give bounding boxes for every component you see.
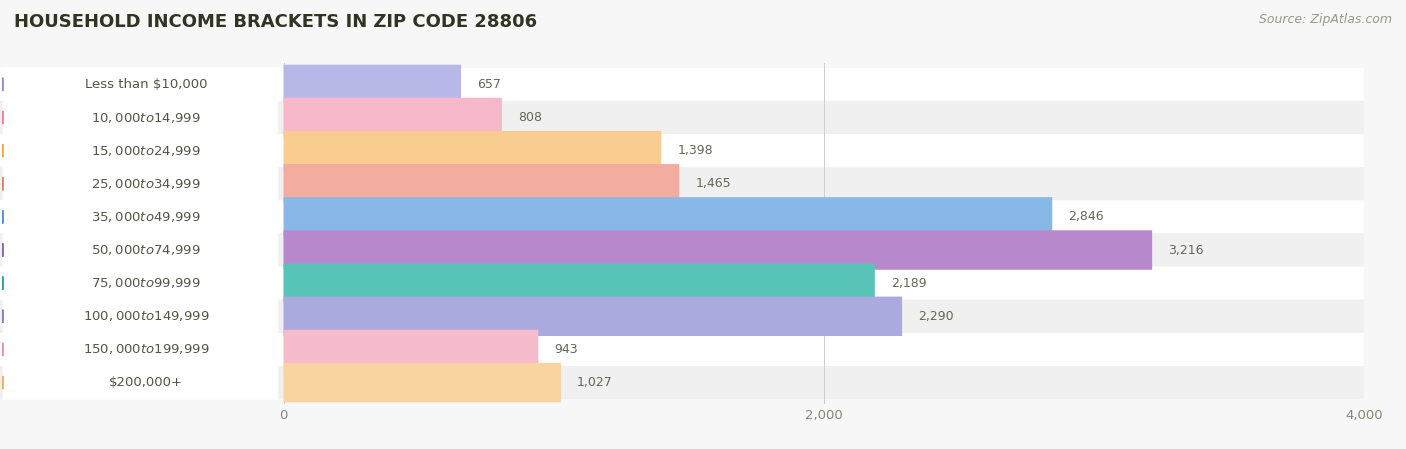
Text: 1,465: 1,465 — [696, 177, 731, 190]
Text: 2,846: 2,846 — [1069, 211, 1104, 224]
FancyBboxPatch shape — [0, 68, 1364, 101]
Text: 1,398: 1,398 — [678, 144, 713, 157]
Text: $200,000+: $200,000+ — [108, 376, 183, 389]
Text: 2,189: 2,189 — [891, 277, 927, 290]
FancyBboxPatch shape — [3, 67, 278, 101]
Text: $15,000 to $24,999: $15,000 to $24,999 — [91, 144, 201, 158]
FancyBboxPatch shape — [284, 363, 561, 402]
Text: 943: 943 — [554, 343, 578, 356]
FancyBboxPatch shape — [284, 330, 538, 369]
FancyBboxPatch shape — [3, 266, 278, 300]
Text: 2,290: 2,290 — [918, 310, 953, 323]
FancyBboxPatch shape — [0, 200, 1364, 233]
Text: $150,000 to $199,999: $150,000 to $199,999 — [83, 343, 209, 357]
Text: 3,216: 3,216 — [1168, 243, 1204, 256]
FancyBboxPatch shape — [284, 264, 875, 303]
FancyBboxPatch shape — [284, 98, 502, 137]
FancyBboxPatch shape — [284, 65, 461, 104]
FancyBboxPatch shape — [284, 197, 1052, 237]
FancyBboxPatch shape — [3, 133, 278, 168]
FancyBboxPatch shape — [3, 101, 278, 135]
Text: 1,027: 1,027 — [576, 376, 613, 389]
FancyBboxPatch shape — [284, 164, 679, 203]
Text: $35,000 to $49,999: $35,000 to $49,999 — [91, 210, 201, 224]
FancyBboxPatch shape — [0, 101, 1364, 134]
Text: $25,000 to $34,999: $25,000 to $34,999 — [91, 177, 201, 191]
FancyBboxPatch shape — [0, 267, 1364, 300]
FancyBboxPatch shape — [284, 297, 903, 336]
FancyBboxPatch shape — [0, 300, 1364, 333]
FancyBboxPatch shape — [3, 332, 278, 366]
FancyBboxPatch shape — [284, 131, 661, 170]
Text: Less than $10,000: Less than $10,000 — [84, 78, 207, 91]
FancyBboxPatch shape — [0, 333, 1364, 366]
FancyBboxPatch shape — [3, 365, 278, 400]
Text: $10,000 to $14,999: $10,000 to $14,999 — [91, 110, 201, 124]
FancyBboxPatch shape — [0, 233, 1364, 267]
Text: Source: ZipAtlas.com: Source: ZipAtlas.com — [1258, 13, 1392, 26]
FancyBboxPatch shape — [284, 230, 1152, 270]
FancyBboxPatch shape — [3, 299, 278, 334]
Text: 808: 808 — [517, 111, 541, 124]
FancyBboxPatch shape — [0, 167, 1364, 200]
FancyBboxPatch shape — [3, 233, 278, 267]
FancyBboxPatch shape — [3, 167, 278, 201]
FancyBboxPatch shape — [3, 200, 278, 234]
Text: $50,000 to $74,999: $50,000 to $74,999 — [91, 243, 201, 257]
Text: $75,000 to $99,999: $75,000 to $99,999 — [91, 276, 201, 290]
FancyBboxPatch shape — [0, 134, 1364, 167]
Text: HOUSEHOLD INCOME BRACKETS IN ZIP CODE 28806: HOUSEHOLD INCOME BRACKETS IN ZIP CODE 28… — [14, 13, 537, 31]
Text: 657: 657 — [477, 78, 501, 91]
FancyBboxPatch shape — [0, 366, 1364, 399]
Text: $100,000 to $149,999: $100,000 to $149,999 — [83, 309, 209, 323]
